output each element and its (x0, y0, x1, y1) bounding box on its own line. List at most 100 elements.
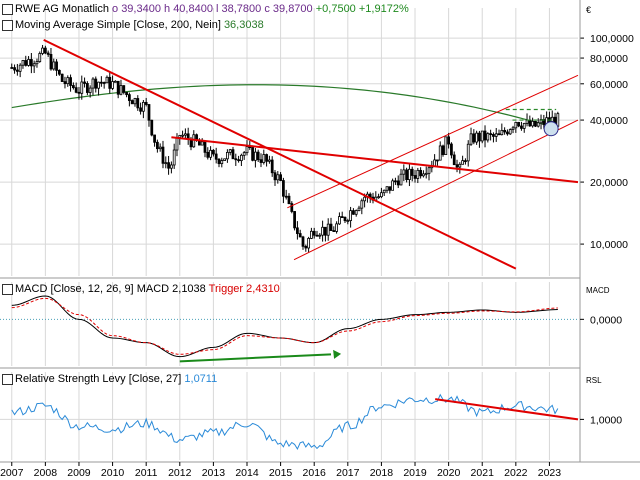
time-tick-label: 2011 (135, 467, 158, 479)
candle-body (49, 54, 53, 70)
time-tick-label: 2018 (370, 467, 394, 479)
candle-body (46, 52, 50, 55)
candle-body (189, 139, 193, 148)
candle-body (60, 73, 64, 82)
candle-body (284, 195, 288, 198)
period-label: Monatlich (61, 3, 109, 15)
high-value: h 40,8400 (164, 3, 213, 15)
rsl-axis-label: RSL (586, 376, 602, 385)
candle-body (282, 180, 285, 197)
candle-body (200, 141, 204, 146)
candle-body (531, 120, 535, 127)
candle-body (41, 47, 44, 54)
candle-body (492, 134, 495, 137)
candle-body (357, 207, 361, 211)
candle-body (380, 192, 383, 198)
rsl-params: [Close, 27] (128, 373, 182, 385)
candle-body (66, 77, 70, 85)
candle-body (436, 159, 439, 162)
candle-body (167, 162, 170, 169)
collapse-icon[interactable] (2, 20, 13, 31)
rsl-tick-label: 1,0000 (590, 414, 622, 426)
macd-label: MACD (15, 283, 48, 295)
candle-body (536, 122, 540, 127)
price-tick-label: 100,0000 (590, 33, 634, 45)
candles[interactable] (10, 44, 560, 253)
channel-upper-line (287, 74, 579, 209)
candle-body (85, 83, 89, 93)
candle-body (251, 146, 254, 161)
candle-body (181, 134, 184, 137)
candle-body (503, 129, 507, 133)
candle-body (464, 160, 467, 163)
candle-body (203, 141, 207, 153)
candle-body (111, 81, 114, 89)
candle-body (170, 164, 173, 169)
candle-body (514, 121, 518, 129)
candle-body (15, 69, 19, 72)
candle-body (119, 85, 123, 95)
candle-body (522, 123, 526, 129)
macd-params: [Close, 12, 26, 9] (50, 283, 134, 295)
macd-value: 2,1038 (172, 283, 206, 295)
candle-body (478, 132, 481, 142)
candle-body (99, 81, 103, 84)
ma-params: [Close, 200, Nein] (133, 19, 221, 31)
candle-body (83, 81, 86, 84)
trigger-series (11, 297, 558, 355)
divergence-arrow-head (333, 349, 342, 359)
candle-body (228, 149, 232, 153)
collapse-icon[interactable] (2, 374, 13, 385)
time-axis: 2007 2008 2009 2010 2011 2012 2013 2014 2015 2016… (0, 462, 561, 479)
candle-body (125, 92, 128, 96)
macd-axis-label: MACD (586, 286, 610, 295)
candle-body (237, 159, 240, 162)
candle-body (433, 159, 437, 167)
candle-body (472, 133, 476, 143)
candle-body (377, 196, 380, 199)
candle-body (80, 81, 84, 94)
candle-body (382, 189, 386, 194)
ma-value: 36,3038 (223, 19, 264, 31)
candle-body (206, 151, 210, 158)
candle-body (332, 230, 336, 232)
time-tick-label: 2009 (67, 467, 91, 479)
rsl-header: Relative Strength Levy [Close, 27] 1,071… (15, 373, 217, 386)
candle-body (226, 152, 229, 160)
candle-body (441, 145, 445, 155)
candle-body (161, 146, 165, 164)
candle-body (486, 133, 490, 141)
price-tick-label: 20,0000 (590, 177, 628, 189)
candle-body (147, 104, 151, 121)
price-axis: 100,0000 80,0000 60,0000 40,0000 20,0000 10,0… (580, 33, 634, 251)
time-tick-label: 2014 (235, 467, 259, 479)
candle-body (298, 233, 302, 238)
candle-body (97, 81, 100, 89)
candle-body (349, 210, 352, 221)
low-value: l 38,7800 (216, 3, 262, 15)
candle-body (273, 172, 277, 181)
candle-body (534, 120, 537, 127)
candle-body (469, 133, 473, 145)
collapse-icon[interactable] (2, 4, 13, 15)
candle-body (164, 162, 168, 165)
candle-body (413, 175, 417, 179)
candle-body (301, 236, 305, 247)
candle-body (385, 186, 389, 191)
candle-body (466, 143, 470, 162)
candle-body (293, 211, 296, 229)
candle-body (77, 91, 81, 94)
collapse-icon[interactable] (2, 284, 13, 295)
trendlines[interactable] (43, 39, 579, 270)
candle-body (338, 216, 341, 225)
downtrend-line (43, 39, 517, 270)
candle-body (550, 116, 554, 122)
macd-axis: 0,0000 (580, 314, 622, 326)
candle-body (10, 67, 14, 69)
candle-body (452, 154, 456, 166)
macd-header: MACD [Close, 12, 26, 9] MACD 2,1038 Trig… (15, 283, 280, 296)
price-grid (0, 8, 578, 460)
rsl-axis: 1,0000 (580, 414, 622, 426)
